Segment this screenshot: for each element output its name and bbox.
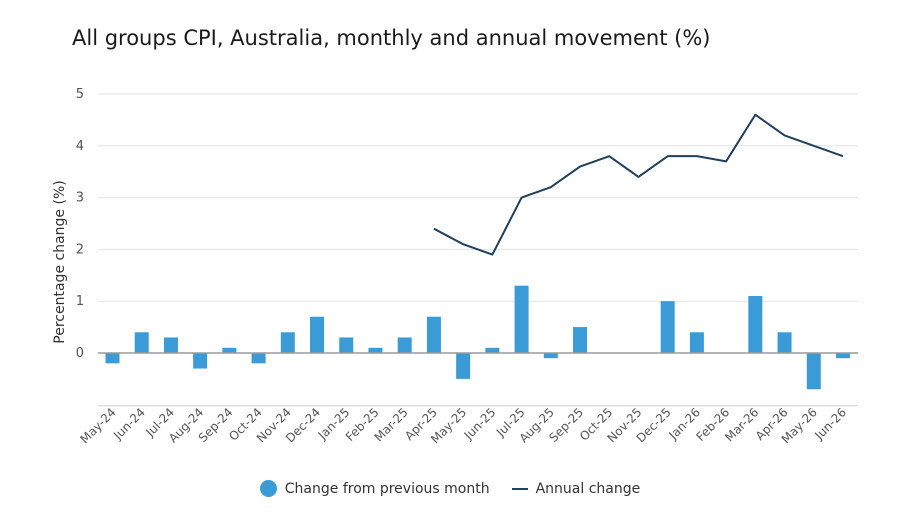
x-axis-ticks: May-24Jun-24Jul-24Aug-24Sep-24Oct-24Nov-… [77,405,849,446]
line-point-Jun-26[interactable] [841,154,846,159]
bar-Jun-24[interactable] [134,332,149,353]
bar-May-26[interactable] [806,353,821,390]
y-tick-label: 1 [76,294,84,309]
legend-swatch-monthly [259,480,277,497]
line-point-Sep-25[interactable] [578,164,583,169]
line-point-Jun-25[interactable] [490,252,495,257]
bar-Aug-25[interactable] [543,353,558,359]
x-tick-label: May-24 [77,405,118,446]
annual-change-line[interactable] [433,113,844,256]
y-tick-label: 2 [76,242,84,257]
x-tick-label: Jun-25 [461,405,499,443]
y-axis-label: Percentage change (%) [52,180,68,343]
legend: Change from previous month Annual change [0,480,900,497]
bar-Feb-25[interactable] [368,347,383,353]
line-point-Apr-26[interactable] [782,133,787,138]
x-tick-label: Jun-24 [110,405,148,443]
y-tick-label: 4 [76,139,84,154]
legend-label-annual: Annual change [535,480,641,497]
line-point-Jul-25[interactable] [519,195,524,200]
legend-item-annual[interactable]: Annual change [511,480,641,497]
line-point-Oct-25[interactable] [607,154,612,159]
line-point-May-26[interactable] [811,143,816,148]
bar-Aug-24[interactable] [193,353,208,369]
x-tick-label: Jun-26 [811,405,849,443]
legend-item-monthly[interactable]: Change from previous month [259,480,490,497]
bar-May-25[interactable] [456,353,471,379]
line-point-Feb-26[interactable] [724,159,729,164]
y-tick-label: 5 [76,87,84,102]
bar-Mar-26[interactable] [748,296,763,353]
bar-Jun-26[interactable] [836,353,850,359]
bar-Dec-24[interactable] [310,316,325,353]
bar-Apr-26[interactable] [777,332,792,353]
legend-swatch-annual [511,487,528,490]
chart-title: All groups CPI, Australia, monthly and a… [72,26,711,50]
line-point-May-25[interactable] [461,242,466,247]
line-point-Jan-26[interactable] [694,154,699,159]
bar-Jul-25[interactable] [514,285,529,353]
legend-label-monthly: Change from previous month [284,480,490,497]
line-series [431,112,846,257]
line-point-Mar-26[interactable] [753,112,758,117]
y-tick-label: 0 [76,346,84,361]
y-tick-label: 3 [76,191,84,206]
line-point-Aug-25[interactable] [548,185,553,190]
line-point-Apr-25[interactable] [431,226,436,231]
bar-Jul-24[interactable] [163,337,178,353]
bar-series [98,285,858,390]
bar-Apr-25[interactable] [426,316,441,353]
bar-Jan-26[interactable] [689,332,704,353]
bar-Nov-24[interactable] [280,332,295,353]
line-point-Dec-25[interactable] [665,154,670,159]
bar-Oct-24[interactable] [251,353,266,364]
y-axis-ticks: 0 1 2 3 4 5 [76,87,84,361]
bar-Jan-25[interactable] [339,337,354,353]
bar-Sep-24[interactable] [222,347,237,353]
bar-Sep-25[interactable] [573,327,588,353]
bar-Jun-25[interactable] [485,347,500,353]
line-point-Nov-25[interactable] [636,174,641,179]
bar-May-24[interactable] [105,353,120,364]
bar-Dec-25[interactable] [660,301,675,353]
bar-Mar-25[interactable] [397,337,412,353]
